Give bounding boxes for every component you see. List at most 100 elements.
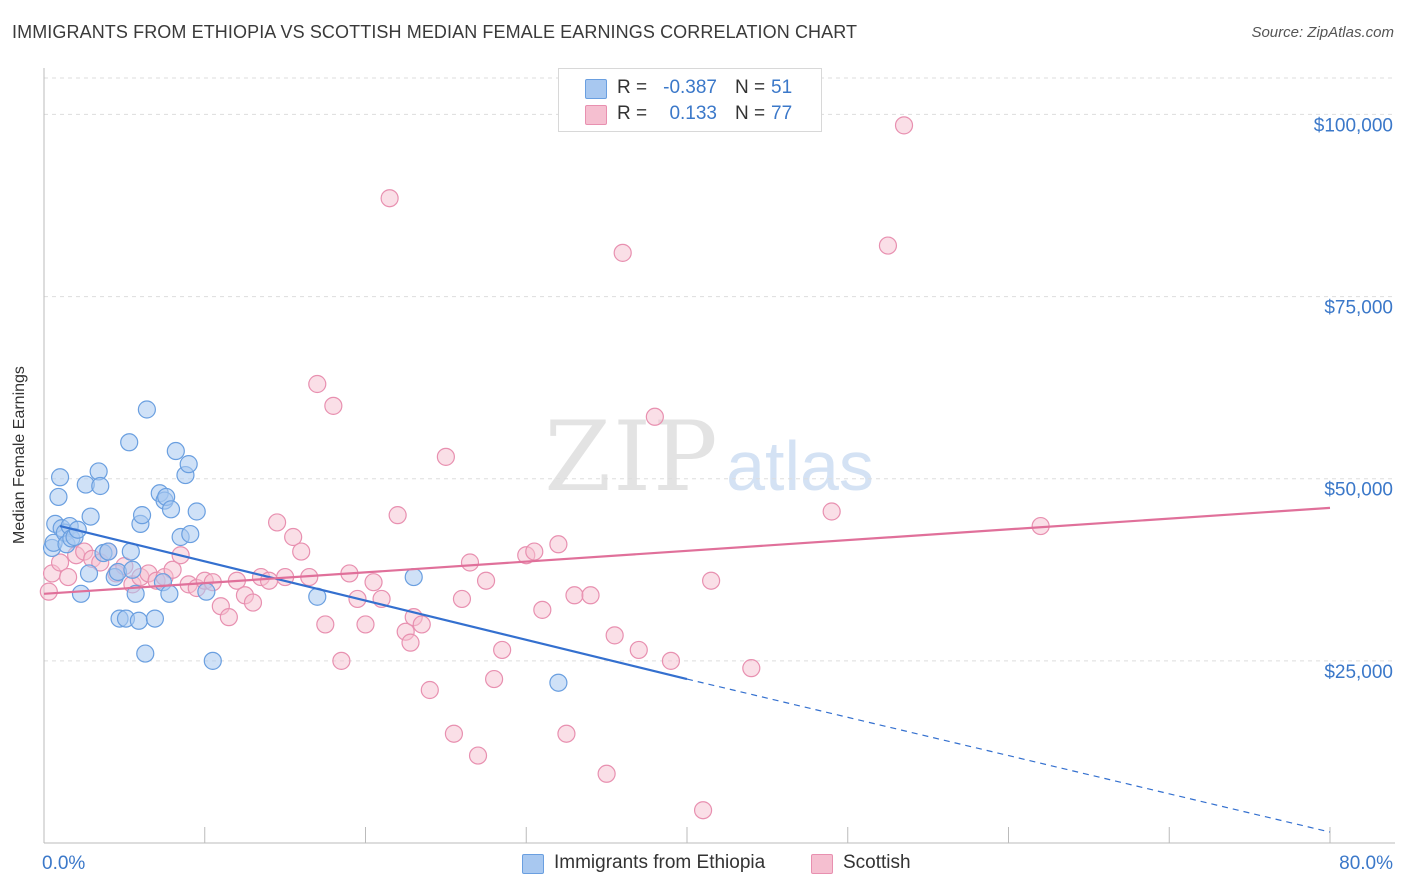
watermark-atlas: atlas	[726, 427, 874, 505]
scottish-point	[629, 640, 648, 660]
r-value-scottish: 0.133	[669, 103, 717, 124]
ethiopia-point	[71, 584, 91, 603]
ethiopia-point	[49, 487, 68, 507]
scottish-point	[613, 243, 632, 262]
y-tick-label: $75,000	[1324, 298, 1393, 319]
ethiopia-point	[404, 567, 423, 587]
scottish-point	[702, 571, 721, 590]
r-label: R =	[617, 77, 648, 98]
ethiopia-point	[126, 584, 145, 603]
scottish-point	[401, 633, 420, 652]
ethiopia-point	[187, 502, 206, 521]
scottish-point	[742, 659, 761, 678]
ethiopia-point	[99, 542, 118, 561]
scottish-point	[645, 407, 664, 426]
ethiopia-point	[91, 476, 110, 496]
scottish-point	[661, 651, 681, 670]
scottish-point	[878, 236, 898, 255]
ethiopia-point	[203, 651, 222, 670]
scottish-swatch	[585, 105, 607, 125]
ethiopia-point	[123, 560, 142, 579]
legend-swatch-ethiopia	[522, 854, 544, 874]
chart-title: IMMIGRANTS FROM ETHIOPIA VS SCOTTISH MED…	[12, 22, 858, 42]
stats-box: R = -0.387 N = 51 R = 0.133 N = 77	[558, 68, 822, 132]
r-label: R =	[617, 103, 648, 124]
scottish-point	[50, 553, 70, 572]
scottish-point	[163, 560, 182, 579]
scottish-point	[324, 396, 343, 415]
n-label: N =	[735, 103, 766, 124]
scottish-point	[292, 542, 311, 561]
x-tick-label: 0.0%	[42, 853, 85, 874]
n-value-scottish: 77	[771, 103, 793, 124]
ethiopia-point	[132, 506, 152, 525]
scottish-point	[493, 640, 512, 660]
scottish-point	[267, 513, 287, 532]
scottish-point	[485, 669, 504, 689]
scottish-point	[284, 527, 303, 547]
scottish-point	[364, 573, 383, 592]
scottish-point	[388, 506, 407, 525]
ethiopia-point	[179, 455, 198, 474]
legend-label-scottish: Scottish	[843, 852, 911, 873]
n-label: N =	[735, 77, 766, 98]
scottish-point	[420, 680, 439, 700]
scottish-point	[525, 542, 544, 561]
scottish-point	[693, 801, 713, 820]
scottish-point	[557, 724, 576, 743]
scottish-point	[452, 589, 472, 609]
scottish-point	[412, 615, 431, 634]
ethiopia-point	[549, 673, 568, 692]
ethiopia-point	[145, 609, 165, 628]
ethiopia-swatch	[585, 79, 607, 99]
scottish-point	[332, 651, 351, 670]
r-value-ethiopia: -0.387	[663, 77, 717, 98]
ethiopia-point	[81, 507, 100, 526]
ethiopia-point	[120, 433, 139, 452]
scottish-point	[894, 116, 914, 135]
source-credit: Source: ZipAtlas.com	[1251, 24, 1394, 41]
scottish-point	[605, 626, 624, 645]
legend: Immigrants from Ethiopia Scottish	[0, 851, 1406, 877]
y-tick-label: $25,000	[1324, 662, 1393, 683]
scottish-point	[243, 593, 263, 612]
scottish-point	[316, 615, 335, 634]
legend-swatch-scottish	[811, 854, 833, 874]
scottish-point	[549, 535, 568, 554]
scottish-point	[581, 586, 600, 605]
scottish-point	[460, 553, 480, 572]
scottish-point	[436, 447, 455, 466]
y-tick-label: $50,000	[1324, 480, 1393, 501]
ethiopia-trend-line	[59, 525, 688, 681]
ethiopia-point	[197, 582, 216, 601]
ethiopia-point	[136, 644, 155, 663]
x-tick-label: 80.0%	[1339, 853, 1393, 874]
ethiopia-point	[129, 611, 148, 630]
scottish-point	[468, 746, 488, 765]
n-value-ethiopia: 51	[771, 77, 793, 98]
stats-row-scottish: R = 0.133 N = 77	[559, 101, 821, 129]
scottish-point	[380, 189, 399, 208]
ethiopia-point	[50, 468, 70, 487]
ethiopia-point	[137, 400, 156, 419]
ethiopia-point	[79, 564, 99, 583]
ethiopia-point	[161, 500, 181, 519]
stats-row-ethiopia: R = -0.387 N = 51	[559, 75, 821, 103]
watermark-zip: ZIP	[544, 401, 719, 513]
ethiopia-point	[160, 584, 179, 603]
ethiopia-point	[181, 524, 200, 544]
scottish-point	[533, 600, 552, 619]
y-tick-label: $100,000	[1314, 115, 1393, 136]
scottish-point	[59, 567, 78, 587]
scottish-point	[822, 502, 841, 521]
scottish-point	[565, 586, 584, 605]
scottish-point	[476, 571, 496, 590]
scottish-point	[39, 582, 58, 601]
scottish-point	[597, 764, 616, 783]
scottish-point	[308, 374, 327, 394]
scottish-point	[444, 724, 464, 743]
scottish-trend-line	[43, 506, 1331, 595]
ethiopia-trend-extension	[686, 678, 1331, 833]
ethiopia-point	[166, 441, 185, 461]
